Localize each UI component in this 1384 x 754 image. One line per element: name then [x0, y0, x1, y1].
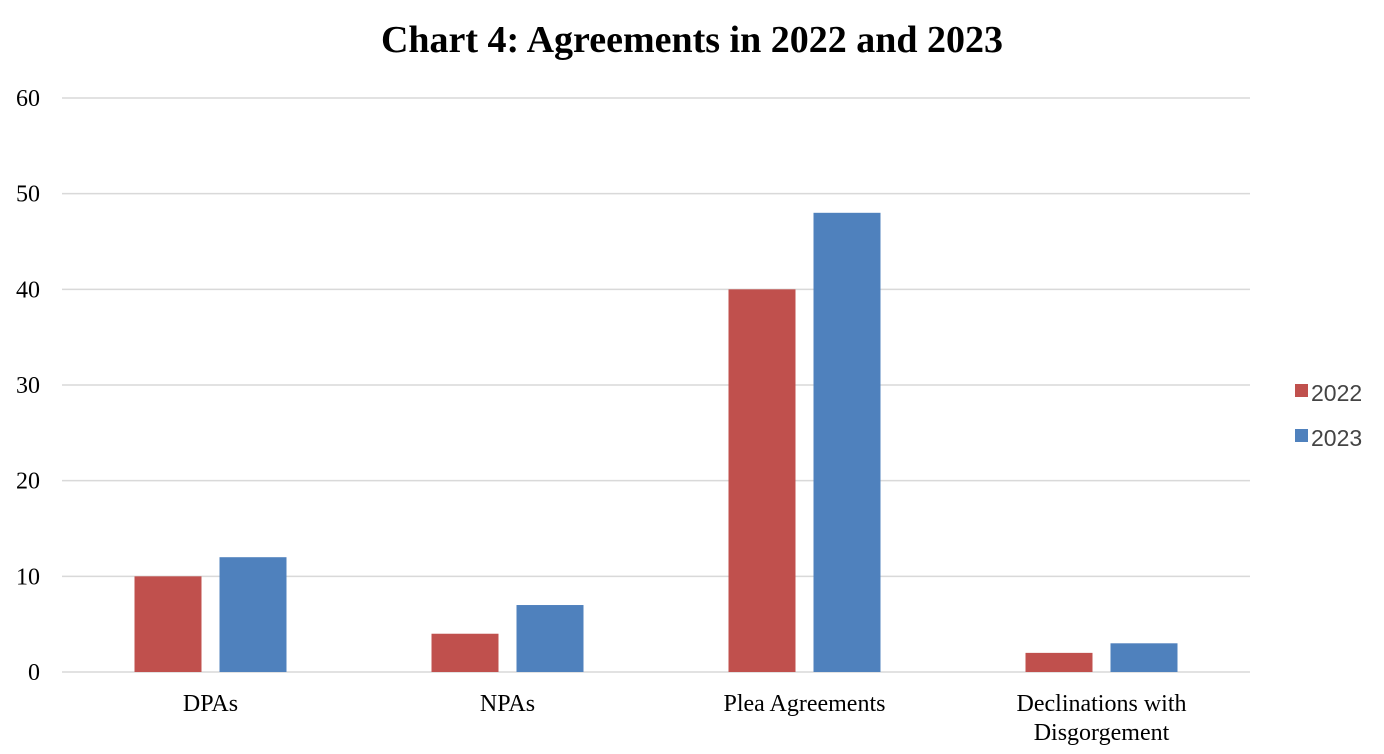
- y-tick-label: 20: [16, 469, 40, 495]
- bar-2022-1: [431, 633, 499, 672]
- bar-2023-1: [516, 605, 584, 672]
- legend-swatch-2022: [1295, 384, 1308, 397]
- bar-2022-2: [728, 289, 796, 672]
- bar-2023-0: [219, 557, 287, 672]
- bar-2023-3: [1110, 643, 1178, 672]
- y-tick-label: 40: [16, 277, 40, 303]
- legend-swatch-2023: [1295, 429, 1308, 442]
- y-tick-label: 0: [28, 660, 40, 686]
- legend-label-2023: 2023: [1311, 425, 1362, 451]
- y-tick-label: 10: [16, 564, 40, 590]
- y-tick-label: 50: [16, 182, 40, 208]
- y-tick-label: 60: [16, 86, 40, 112]
- bar-2022-0: [134, 576, 202, 672]
- y-tick-label: 30: [16, 373, 40, 399]
- x-tick-label: DPAs: [183, 691, 238, 717]
- x-tick-label: Plea Agreements: [724, 691, 886, 717]
- chart-title: Chart 4: Agreements in 2022 and 2023: [380, 19, 1004, 61]
- bar-2022-3: [1025, 652, 1093, 672]
- x-tick-label: Declinations with Disgorgement: [1017, 691, 1187, 746]
- legend-label-2022: 2022: [1311, 380, 1362, 406]
- bar-2023-2: [813, 212, 881, 673]
- x-tick-label: NPAs: [480, 691, 535, 717]
